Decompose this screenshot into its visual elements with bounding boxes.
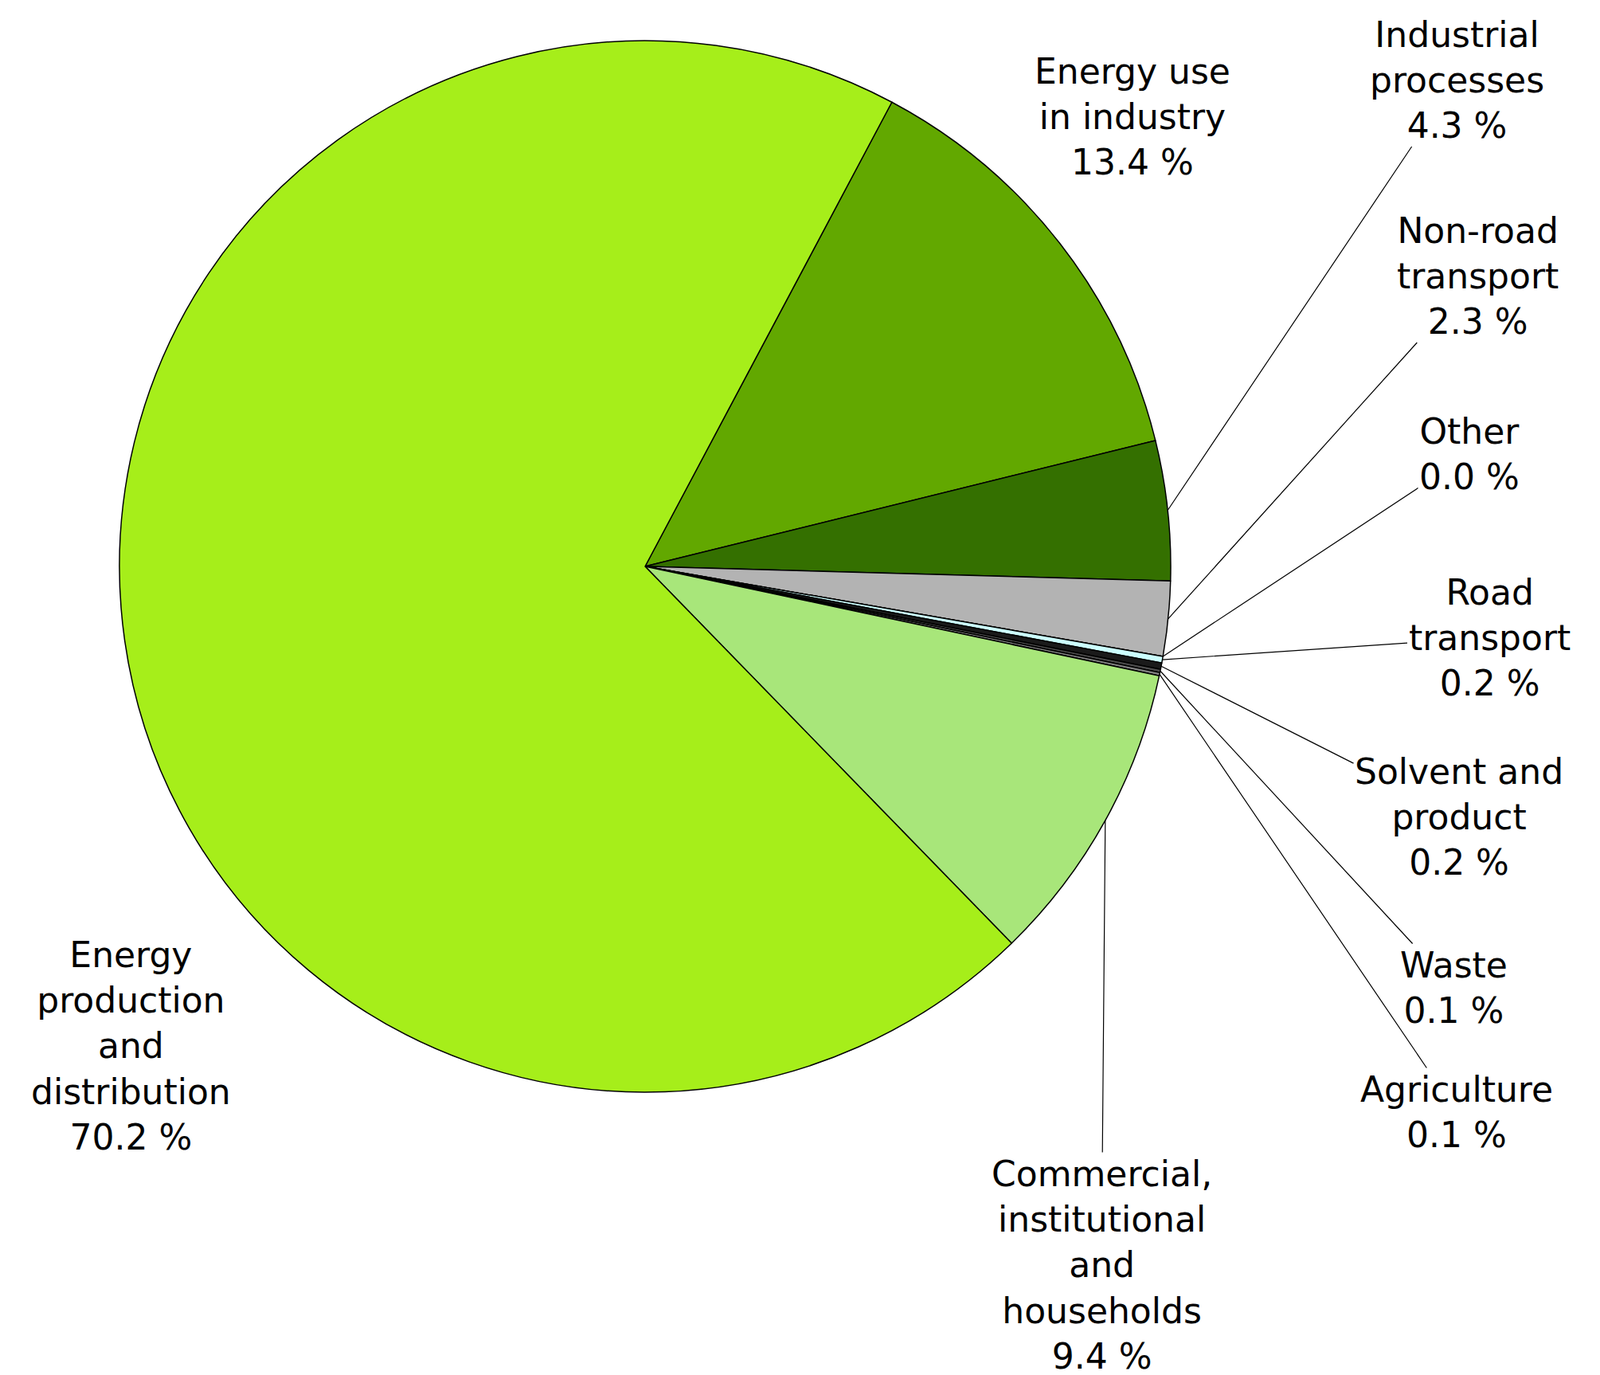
svg-text:Waste0.1 %: Waste0.1 % [1400,944,1508,1031]
svg-text:Energy usein industry13.4 %: Energy usein industry13.4 % [1034,50,1231,183]
svg-text:Other0.0 %: Other0.0 % [1419,410,1520,497]
svg-text:Industrialprocesses4.3 %: Industrialprocesses4.3 % [1369,14,1545,146]
svg-text:Solvent andproduct0.2 %: Solvent andproduct0.2 % [1354,751,1564,883]
svg-text:Non-roadtransport2.3 %: Non-roadtransport2.3 % [1396,210,1559,342]
svg-text:Agriculture0.1 %: Agriculture0.1 % [1360,1068,1554,1155]
svg-text:Energyproductionanddistributio: Energyproductionanddistribution70.2 % [31,934,231,1158]
svg-text:Commercial,institutionalandhou: Commercial,institutionalandhouseholds9.4… [991,1153,1213,1375]
svg-text:Roadtransport0.2 %: Roadtransport0.2 % [1408,571,1571,704]
